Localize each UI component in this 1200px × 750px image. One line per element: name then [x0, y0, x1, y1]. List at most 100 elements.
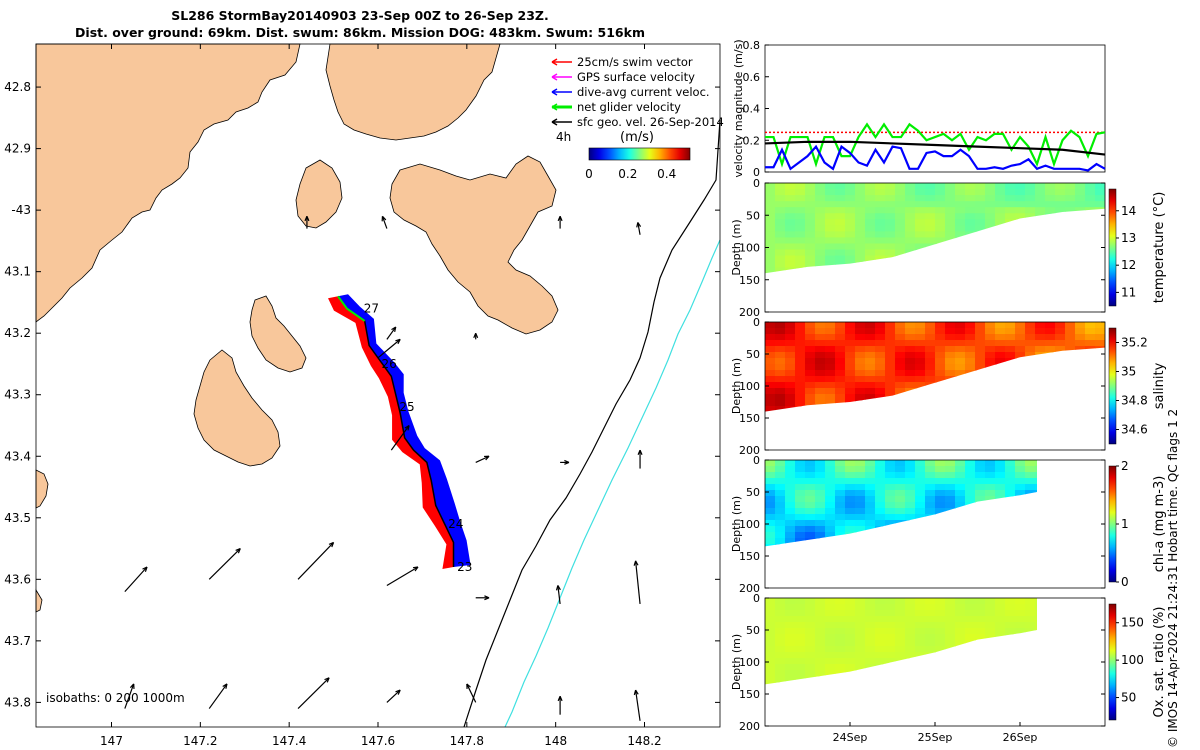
profile-cell	[765, 604, 776, 611]
profile-cell	[775, 358, 786, 365]
dive-avg-current-vectors	[338, 294, 471, 568]
profile-cell	[1075, 207, 1086, 214]
profile-cell	[805, 249, 816, 257]
profile-cell	[975, 610, 986, 617]
profile-cell	[1005, 490, 1016, 497]
profile-cell	[915, 652, 926, 659]
profile-cell	[865, 201, 876, 208]
profile-cell	[995, 610, 1006, 617]
profile-ylabel: Depth (m)	[730, 358, 743, 414]
profile-cell	[865, 364, 876, 371]
profile-cell	[1025, 334, 1036, 341]
colorbar-tick-label: 0	[585, 167, 593, 181]
profile-cell	[775, 400, 786, 407]
profile-cell	[1025, 195, 1036, 202]
profile-cell	[795, 616, 806, 623]
profile-cell	[775, 652, 786, 659]
profile-cell	[905, 466, 916, 473]
profile-cell	[825, 502, 836, 509]
profile-cell	[945, 490, 956, 497]
profile-cell	[835, 520, 846, 527]
profile-cell	[785, 382, 796, 389]
profile-cell	[995, 622, 1006, 629]
profile-cell	[775, 496, 786, 503]
profile-cell	[795, 484, 806, 491]
profile-cell	[855, 207, 866, 214]
profile-cell	[845, 189, 856, 196]
profile-cell	[1005, 201, 1016, 208]
profile-cell	[985, 328, 996, 335]
profile-cell	[955, 616, 966, 623]
profile-cell	[875, 610, 886, 617]
profile-cell	[955, 328, 966, 335]
profile-cell	[935, 328, 946, 335]
profile-cell	[865, 376, 876, 383]
profile-cell	[1075, 328, 1086, 335]
profile-cell	[905, 652, 916, 659]
profile-cell	[765, 189, 776, 196]
profile-cell	[885, 490, 896, 497]
y-tick-label: 150	[739, 274, 760, 287]
profile-cell	[955, 346, 966, 353]
profile-cell	[905, 640, 916, 647]
profile-cell	[885, 213, 896, 220]
profile-cell	[875, 249, 886, 257]
profile-cell	[875, 322, 886, 329]
profile-cell	[995, 207, 1006, 214]
profile-cell	[825, 640, 836, 647]
profile-cell	[765, 358, 776, 365]
profile-cell	[835, 364, 846, 371]
profile-cell	[965, 364, 976, 371]
profile-cell	[845, 628, 856, 635]
profile-cell	[835, 508, 846, 515]
profile-cell	[1075, 334, 1086, 341]
profile-cell	[895, 634, 906, 641]
profile-cell	[1005, 460, 1016, 467]
profile-cell	[915, 201, 926, 208]
profile-cell	[905, 490, 916, 497]
profile-cell	[915, 322, 926, 329]
profile-cell	[845, 322, 856, 329]
profile-cell	[915, 640, 926, 647]
profile-cell	[795, 255, 806, 263]
profile-cell	[765, 466, 776, 473]
profile-cell	[805, 532, 816, 539]
profile-cell	[915, 183, 926, 190]
profile-cell	[995, 213, 1006, 220]
profile-cell	[965, 616, 976, 623]
profile-cell	[865, 334, 876, 341]
profile-cell	[865, 604, 876, 611]
profile-cell	[825, 255, 836, 263]
profile-cell	[765, 340, 776, 347]
profile-cell	[905, 478, 916, 485]
profile-cell	[845, 502, 856, 509]
profile-cell	[795, 352, 806, 359]
current-arrow	[475, 455, 490, 463]
profile-cell	[835, 394, 846, 401]
profile-cell	[935, 322, 946, 329]
profile-cell	[955, 322, 966, 329]
profile-cell	[765, 676, 776, 683]
profile-cell	[935, 508, 946, 515]
profile-cell	[815, 502, 826, 509]
profile-cell	[895, 598, 906, 605]
profile-cell	[765, 388, 776, 395]
profile-cell	[835, 213, 846, 220]
profile-cell	[775, 267, 786, 274]
profile-cell	[955, 225, 966, 232]
profile-cell	[925, 237, 936, 244]
profile-cell	[875, 640, 886, 647]
profile-cell	[985, 201, 996, 208]
profile-cell	[835, 243, 846, 251]
profile-cell	[785, 478, 796, 485]
profile-cell	[895, 352, 906, 359]
profile-cell	[935, 610, 946, 617]
profile-cell	[815, 195, 826, 202]
profile-cell	[795, 634, 806, 641]
profile-cell	[805, 520, 816, 527]
profile-cell	[925, 183, 936, 190]
profile-cell	[865, 255, 876, 263]
profile-cell	[785, 628, 796, 635]
profile-cell	[765, 544, 776, 547]
profile-cell	[1055, 195, 1066, 202]
